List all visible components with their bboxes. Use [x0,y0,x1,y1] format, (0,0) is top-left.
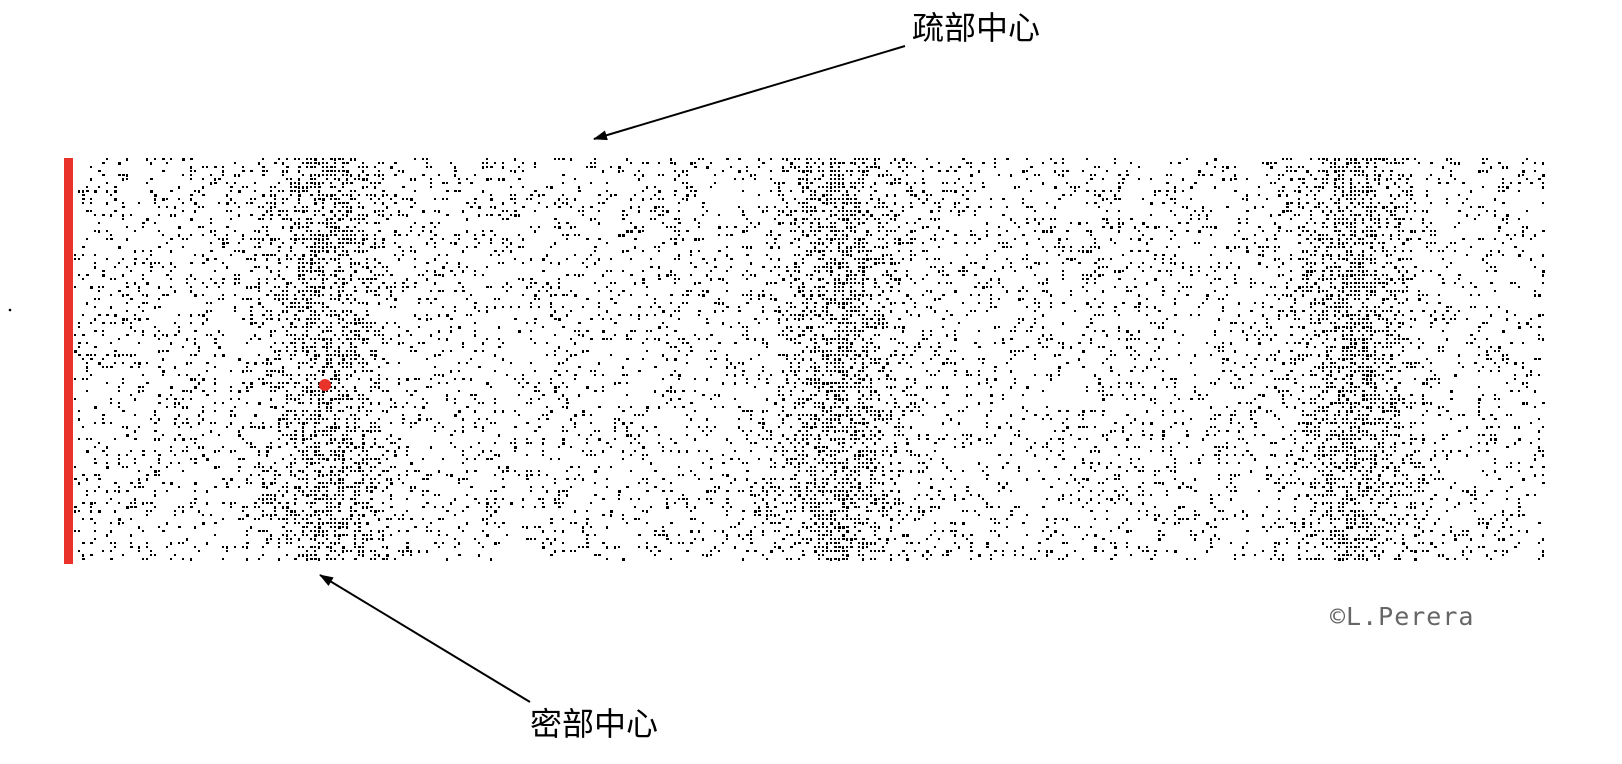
rarefaction-pointer-arrow [594,46,905,139]
rarefaction-center-label: 疏部中心 [912,12,1040,44]
marked-particle [319,379,331,391]
compression-pointer-arrow [320,575,530,702]
stray-dot [9,309,12,312]
vibrating-source-bar [64,158,73,564]
compression-center-label: 密部中心 [530,708,658,740]
air-particles [74,158,1545,561]
particle-field [74,158,1545,561]
credit-text: ©L.Perera [1330,602,1474,631]
